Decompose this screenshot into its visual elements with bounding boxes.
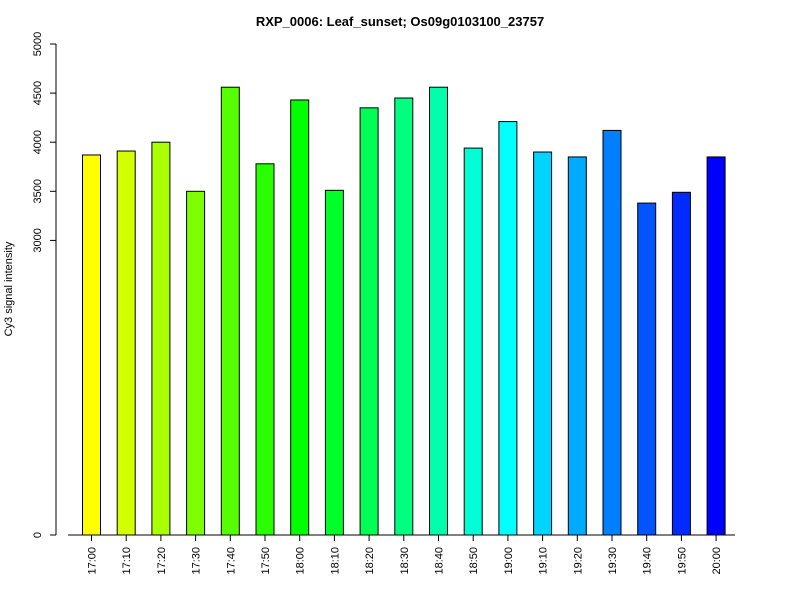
bar-2000 — [706, 156, 726, 536]
bar-1800 — [290, 99, 310, 536]
x-tick-label: 19:50 — [676, 547, 688, 575]
y-tick-label: 3500 — [32, 179, 44, 203]
y-tick-label: 3000 — [32, 228, 44, 252]
y-axis-label: Cy3 signal intensity — [3, 241, 15, 336]
bar-1920 — [567, 156, 587, 536]
bar-1840 — [429, 86, 448, 536]
x-tick-label: 18:30 — [399, 547, 411, 575]
bar-1700 — [82, 154, 101, 536]
x-tick-label: 19:40 — [642, 547, 654, 575]
bar-1740 — [220, 86, 240, 536]
y-tick-label: 4000 — [32, 130, 44, 154]
bar-1750 — [255, 163, 275, 536]
bar-1910 — [533, 151, 553, 536]
x-tick-label: 18:20 — [364, 547, 376, 575]
bar-1900 — [498, 121, 518, 536]
y-tick-label: 5000 — [32, 32, 44, 56]
y-tick-label: 0 — [32, 532, 44, 538]
bar-1710 — [116, 150, 136, 536]
x-tick-label: 19:00 — [503, 547, 515, 575]
y-tick-label: 4500 — [32, 81, 44, 105]
x-tick-label: 18:40 — [434, 547, 446, 575]
bar-1730 — [186, 190, 206, 536]
bar-1810 — [324, 189, 344, 536]
x-tick-label: 17:30 — [191, 547, 203, 575]
x-tick-label: 17:00 — [87, 547, 99, 575]
x-tick-label: 19:30 — [607, 547, 619, 575]
x-tick-label: 18:10 — [329, 547, 341, 575]
bars-group — [82, 86, 726, 536]
bar-1930 — [602, 129, 622, 536]
bar-1950 — [671, 191, 691, 536]
bar-1850 — [463, 147, 483, 536]
x-tick-label: 18:00 — [295, 547, 307, 575]
bar-1830 — [394, 97, 414, 536]
bar-1820 — [359, 107, 379, 536]
chart-title: RXP_0006: Leaf_sunset; Os09g0103100_2375… — [256, 14, 544, 29]
x-tick-label: 20:00 — [711, 547, 723, 575]
bar-1720 — [151, 141, 171, 536]
x-tick-label: 17:40 — [225, 547, 237, 575]
x-tick-label: 17:10 — [121, 547, 133, 575]
x-axis-ticks: 17:00 17:10 17:20 17:30 17:40 17:50 18:00 18:10… — [87, 535, 723, 575]
x-tick-label: 18:50 — [468, 547, 480, 575]
x-tick-label: 19:10 — [538, 547, 550, 575]
bar-1940 — [637, 202, 657, 536]
y-axis-ticks: 0 3000 3500 4000 4500 5000 — [32, 32, 56, 538]
x-tick-label: 17:50 — [260, 547, 272, 575]
x-tick-label: 19:20 — [572, 547, 584, 575]
x-tick-label: 17:20 — [156, 547, 168, 575]
